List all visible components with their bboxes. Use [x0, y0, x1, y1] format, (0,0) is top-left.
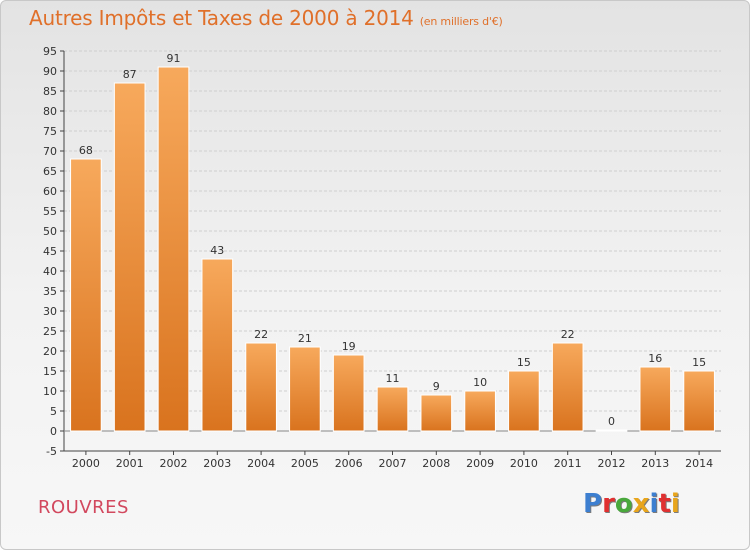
- proxiti-logo[interactable]: Proxiti: [583, 489, 680, 519]
- data-label: 22: [561, 328, 575, 341]
- bar: [464, 390, 496, 432]
- data-label: 43: [210, 244, 224, 257]
- y-tick-label: 80: [43, 105, 57, 118]
- logo-letter: o: [614, 489, 633, 519]
- logo-letter: i: [670, 489, 680, 519]
- data-labels: 68 87 91 43 22 21 19 11 9 10 15 22 0 16 15: [79, 52, 706, 428]
- bar: [595, 429, 628, 432]
- data-label: 15: [517, 356, 531, 369]
- commune-name: ROUVRES: [38, 497, 129, 518]
- x-tick-label: 2013: [641, 457, 669, 470]
- x-tick-label: 2012: [598, 457, 626, 470]
- y-tick-label: 10: [43, 385, 57, 398]
- y-tick-label: 90: [43, 65, 57, 78]
- x-tick-label: 2001: [116, 457, 144, 470]
- y-tick-label: 50: [43, 225, 57, 238]
- x-tick-label: 2004: [247, 457, 275, 470]
- y-tick-label: 35: [43, 285, 57, 298]
- x-tick-label: 2000: [72, 457, 100, 470]
- logo-letter: i: [649, 489, 659, 519]
- y-tick-label: 20: [43, 345, 57, 358]
- data-label: 91: [167, 52, 181, 65]
- x-tick-label: 2011: [554, 457, 582, 470]
- x-tick-label: 2008: [422, 457, 450, 470]
- chart-unit: (en milliers d'€): [419, 15, 503, 28]
- bar: [70, 158, 102, 432]
- bar: [551, 342, 584, 432]
- x-tick-label: 2006: [335, 457, 363, 470]
- y-tick-label: 95: [43, 45, 57, 58]
- y-tick-label: 70: [43, 145, 57, 158]
- x-tick-label: 2003: [203, 457, 231, 470]
- bar: [245, 342, 277, 432]
- chart-title: Autres Impôts et Taxes de 2000 à 2014 (en…: [29, 6, 503, 30]
- bar: [332, 354, 365, 432]
- y-tick-label: 75: [43, 125, 57, 138]
- y-tick-labels: -5 0 5 10 15 20 25 30 35 40 45 50 55 60 65 70 75 80 85 90 95: [43, 45, 57, 458]
- bar: [289, 346, 321, 432]
- data-label: 19: [342, 340, 356, 353]
- logo-letter: P: [583, 489, 603, 519]
- y-tick-label: -5: [46, 445, 57, 458]
- y-tick-label: 0: [50, 425, 57, 438]
- y-tick-label: 5: [50, 405, 57, 418]
- bar: [639, 366, 672, 432]
- data-label: 87: [123, 68, 137, 81]
- y-tick-label: 55: [43, 205, 57, 218]
- y-tick-label: 25: [43, 325, 57, 338]
- y-tick-label: 65: [43, 165, 57, 178]
- logo-letter: r: [602, 489, 615, 519]
- x-tick-label: 2010: [510, 457, 538, 470]
- data-label: 9: [433, 380, 440, 393]
- bar: [201, 258, 234, 432]
- data-label: 11: [386, 372, 400, 385]
- bar: [376, 386, 409, 432]
- data-label: 10: [473, 376, 487, 389]
- bar: [508, 370, 540, 432]
- x-tick-label: 2014: [685, 457, 713, 470]
- data-label: 0: [608, 415, 615, 428]
- y-tick-label: 85: [43, 85, 57, 98]
- y-tick-label: 15: [43, 365, 57, 378]
- logo-letter: t: [658, 489, 671, 519]
- bars: [70, 66, 715, 432]
- data-label: 22: [254, 328, 268, 341]
- bar: [157, 66, 190, 432]
- chart-title-text: Autres Impôts et Taxes de 2000 à 2014: [29, 6, 414, 30]
- data-label: 21: [298, 332, 312, 345]
- y-tick-label: 30: [43, 305, 57, 318]
- data-label: 15: [692, 356, 706, 369]
- data-label: 68: [79, 144, 93, 157]
- x-tick-label: 2009: [466, 457, 494, 470]
- bar: [420, 394, 453, 432]
- x-tick-label: 2005: [291, 457, 319, 470]
- bar: [683, 370, 715, 432]
- data-label: 16: [648, 352, 662, 365]
- x-tick-label: 2002: [160, 457, 188, 470]
- y-tick-label: 60: [43, 185, 57, 198]
- bar: [113, 82, 146, 432]
- logo-letter: x: [632, 489, 650, 519]
- y-tick-label: 40: [43, 265, 57, 278]
- y-tick-label: 45: [43, 245, 57, 258]
- x-tick-labels: 2000 2001 2002 2003 2004 2005 2006 2007 2008 2009…: [72, 457, 713, 470]
- x-tick-label: 2007: [379, 457, 407, 470]
